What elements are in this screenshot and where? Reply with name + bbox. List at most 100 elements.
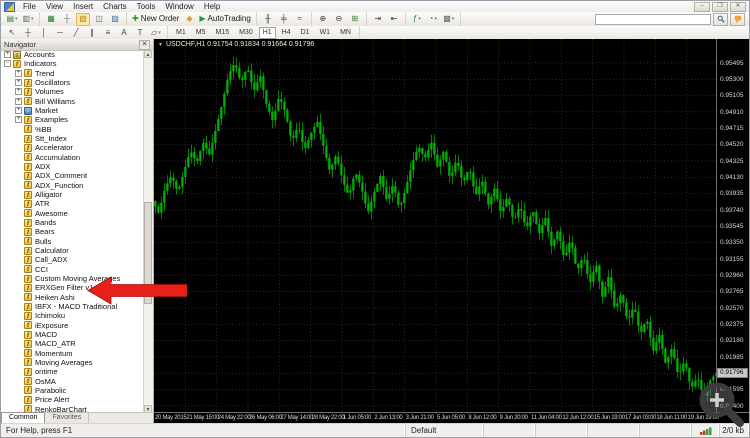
collapse-icon[interactable]: − bbox=[4, 60, 11, 67]
menu-window[interactable]: Window bbox=[160, 2, 198, 11]
text-tool[interactable]: A bbox=[117, 26, 131, 39]
channel-tool[interactable]: ∥ bbox=[85, 26, 99, 39]
tree-item-adx-function[interactable]: fADX_Function bbox=[1, 181, 144, 190]
candlestick-button[interactable]: ╪ bbox=[277, 13, 291, 26]
menu-tools[interactable]: Tools bbox=[132, 2, 161, 11]
timeframe-m15[interactable]: M15 bbox=[211, 27, 233, 39]
expand-icon[interactable]: + bbox=[15, 116, 22, 123]
tree-item-bulls[interactable]: fBulls bbox=[1, 237, 144, 246]
tree-item-oscillators[interactable]: +fOscillators bbox=[1, 78, 144, 87]
zoom-in-button[interactable]: ⊕ bbox=[316, 13, 330, 26]
tree-item-adx[interactable]: fADX bbox=[1, 162, 144, 171]
tree-item-ontime[interactable]: fontime bbox=[1, 367, 144, 376]
menu-insert[interactable]: Insert bbox=[68, 2, 98, 11]
menu-view[interactable]: View bbox=[41, 2, 68, 11]
data-window-button[interactable]: ┼ bbox=[60, 13, 74, 26]
expand-icon[interactable]: + bbox=[15, 70, 22, 77]
expand-icon[interactable]: + bbox=[15, 79, 22, 86]
timeframe-mn[interactable]: MN bbox=[336, 27, 355, 39]
tree-item-stt-index[interactable]: fStt_Index bbox=[1, 134, 144, 143]
tree-item-market[interactable]: +◦Market bbox=[1, 106, 144, 115]
tree-item-macd-atr[interactable]: fMACD_ATR bbox=[1, 339, 144, 348]
label-tool[interactable]: T bbox=[133, 26, 147, 39]
tree-item-atr[interactable]: fATR bbox=[1, 199, 144, 208]
search-input[interactable] bbox=[595, 14, 711, 25]
profiles-button[interactable]: ▥▾ bbox=[21, 13, 35, 26]
zoom-out-button[interactable]: ⊖ bbox=[332, 13, 346, 26]
menu-file[interactable]: File bbox=[18, 2, 41, 11]
tree-item-examples[interactable]: +fExamples bbox=[1, 115, 144, 124]
close-icon[interactable]: ✕ bbox=[139, 40, 150, 50]
tree-item-awesome[interactable]: fAwesome bbox=[1, 209, 144, 218]
auto-scroll-button[interactable]: ⇥ bbox=[371, 13, 385, 26]
minimize-button[interactable]: – bbox=[694, 2, 710, 12]
tree-item-accelerator[interactable]: fAccelerator bbox=[1, 143, 144, 152]
scroll-up-icon[interactable]: ▲ bbox=[144, 50, 152, 58]
chart-shift-button[interactable]: ⇤ bbox=[387, 13, 401, 26]
profile-status[interactable]: Default bbox=[406, 424, 484, 437]
search-icon[interactable] bbox=[713, 13, 728, 26]
tab-common[interactable]: Common bbox=[1, 412, 45, 423]
tree-item-macd[interactable]: fMACD bbox=[1, 330, 144, 339]
tree-item-momentum[interactable]: fMomentum bbox=[1, 349, 144, 358]
timeframe-m5[interactable]: M5 bbox=[192, 27, 210, 39]
tree-item-bears[interactable]: fBears bbox=[1, 227, 144, 236]
templates-button[interactable]: ▩▾ bbox=[442, 13, 456, 26]
timeframe-h4[interactable]: H4 bbox=[278, 27, 295, 39]
strategy-tester-button[interactable]: ▨ bbox=[108, 13, 122, 26]
candlestick-plot[interactable] bbox=[154, 39, 718, 416]
expand-icon[interactable]: + bbox=[15, 88, 22, 95]
tree-item-accounts[interactable]: +≡Accounts bbox=[1, 50, 144, 59]
tree-item--bb[interactable]: f%BB bbox=[1, 125, 144, 134]
shapes-tool[interactable]: ▱▾ bbox=[149, 26, 163, 39]
timeframe-d1[interactable]: D1 bbox=[297, 27, 314, 39]
horizontal-line-tool[interactable]: ─ bbox=[53, 26, 67, 39]
tree-item-parabolic[interactable]: fParabolic bbox=[1, 386, 144, 395]
tree-item-trend[interactable]: +fTrend bbox=[1, 69, 144, 78]
timeframe-h1[interactable]: H1 bbox=[259, 27, 276, 39]
tree-item-alligator[interactable]: fAlligator bbox=[1, 190, 144, 199]
navigator-scrollbar[interactable]: ▲ ▼ bbox=[143, 50, 153, 413]
menu-help[interactable]: Help bbox=[199, 2, 225, 11]
tree-item-moving-averages[interactable]: fMoving Averages bbox=[1, 358, 144, 367]
tree-item-cci[interactable]: fCCI bbox=[1, 265, 144, 274]
tab-favorites[interactable]: Favorites bbox=[45, 413, 89, 423]
cursor-tool[interactable]: ↖ bbox=[5, 26, 19, 39]
tree-item-bands[interactable]: fBands bbox=[1, 218, 144, 227]
bar-chart-button[interactable]: ╫ bbox=[261, 13, 275, 26]
vertical-line-tool[interactable]: │ bbox=[37, 26, 51, 39]
tree-item-iexposure[interactable]: fiExposure bbox=[1, 321, 144, 330]
tree-item-indicators[interactable]: −fIndicators bbox=[1, 59, 144, 68]
tree-item-adx-comment[interactable]: fADX_Comment bbox=[1, 171, 144, 180]
tree-item-calculator[interactable]: fCalculator bbox=[1, 246, 144, 255]
menu-charts[interactable]: Charts bbox=[98, 2, 132, 11]
navigator-button[interactable]: ▧ bbox=[76, 13, 90, 26]
metaeditor-button[interactable]: ◆ bbox=[182, 13, 196, 26]
trendline-tool[interactable]: ╱ bbox=[69, 26, 83, 39]
tree-item-volumes[interactable]: +fVolumes bbox=[1, 87, 144, 96]
periods-button[interactable]: ◔▾ bbox=[426, 13, 440, 26]
timeframe-w1[interactable]: W1 bbox=[316, 27, 335, 39]
autotrading-button[interactable]: ▶AutoTrading bbox=[198, 13, 251, 26]
expand-icon[interactable]: + bbox=[15, 98, 22, 105]
tree-item-accumulation[interactable]: fAccumulation bbox=[1, 153, 144, 162]
tree-item-price-alert[interactable]: fPrice Alert bbox=[1, 395, 144, 404]
tree-item-ichimoku[interactable]: fIchimoku bbox=[1, 311, 144, 320]
restore-button[interactable]: ❐ bbox=[712, 2, 728, 12]
new-order-button[interactable]: ✚New Order bbox=[131, 13, 180, 26]
close-button[interactable]: ✕ bbox=[730, 2, 746, 12]
tree-item-call-adx[interactable]: fCall_ADX bbox=[1, 255, 144, 264]
new-chart-button[interactable]: ▤▾ bbox=[5, 13, 19, 26]
line-chart-button[interactable]: ≈ bbox=[293, 13, 307, 26]
indicators-button[interactable]: ƒ▾ bbox=[410, 13, 424, 26]
terminal-button[interactable]: ◫ bbox=[92, 13, 106, 26]
community-icon[interactable] bbox=[730, 13, 745, 26]
expand-icon[interactable]: + bbox=[15, 107, 22, 114]
expand-icon[interactable]: + bbox=[4, 51, 11, 58]
tile-windows-button[interactable]: ⊞ bbox=[348, 13, 362, 26]
tree-item-osma[interactable]: fOsMA bbox=[1, 376, 144, 385]
timeframe-m1[interactable]: M1 bbox=[172, 27, 190, 39]
market-watch-button[interactable]: ▦ bbox=[44, 13, 58, 26]
timeframe-m30[interactable]: M30 bbox=[235, 27, 257, 39]
chart-menu-icon[interactable]: ▼ bbox=[158, 42, 163, 48]
